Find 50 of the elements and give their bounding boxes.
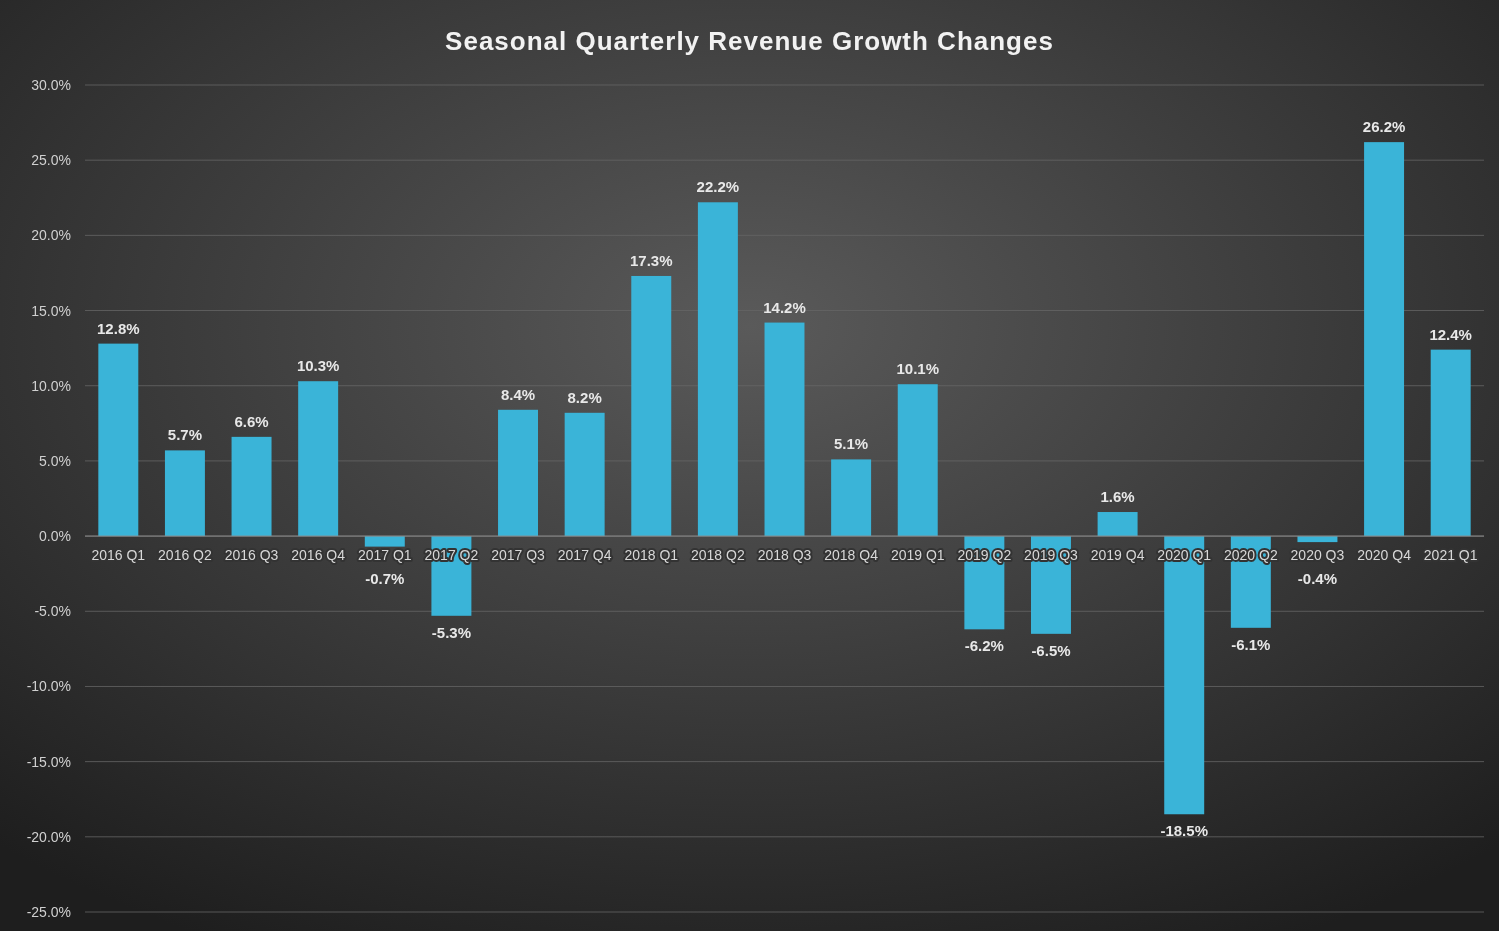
data-label: 5.1% bbox=[834, 435, 869, 453]
data-label: 22.2% bbox=[696, 178, 740, 196]
y-tick-label: 20.0% bbox=[31, 227, 71, 244]
data-label: -5.3% bbox=[431, 623, 471, 641]
x-tick-label: 2016 Q3 bbox=[224, 547, 279, 564]
x-tick-label: 2017 Q4 bbox=[557, 547, 612, 564]
y-tick-label: 0.0% bbox=[39, 528, 71, 545]
data-label: 26.2% bbox=[1362, 118, 1406, 136]
data-label: 8.2% bbox=[567, 388, 602, 406]
x-tick-label: 2018 Q1 bbox=[624, 547, 679, 564]
data-label: -0.4% bbox=[1297, 570, 1338, 588]
data-label: -0.7% bbox=[365, 570, 405, 588]
data-label: 8.4% bbox=[500, 385, 536, 403]
x-tick-label: 2016 Q1 bbox=[91, 547, 146, 564]
data-label: -6.5% bbox=[1031, 641, 1071, 659]
data-label: 12.8% bbox=[97, 319, 140, 337]
x-tick-label: 2017 Q1 bbox=[357, 547, 412, 564]
x-tick-label: 2020 Q4 bbox=[1357, 547, 1412, 564]
y-tick-label: 10.0% bbox=[31, 377, 71, 394]
y-tick-label: -25.0% bbox=[26, 904, 71, 920]
data-label: 10.3% bbox=[296, 357, 340, 375]
y-tick-label: -5.0% bbox=[34, 603, 71, 620]
data-label: 12.4% bbox=[1429, 325, 1472, 343]
data-label: 17.3% bbox=[629, 251, 673, 269]
y-tick-label: -20.0% bbox=[26, 828, 71, 845]
x-tick-label: 2019 Q4 bbox=[1090, 547, 1145, 564]
data-label: 5.7% bbox=[167, 426, 203, 444]
x-tick-label: 2018 Q4 bbox=[824, 547, 879, 564]
x-tick-label: 2019 Q1 bbox=[890, 547, 945, 564]
data-label: -6.2% bbox=[964, 637, 1004, 655]
y-tick-label: 30.0% bbox=[31, 77, 71, 93]
chart-title: Seasonal Quarterly Revenue Growth Changes bbox=[445, 26, 1054, 56]
x-tick-label: 2016 Q4 bbox=[291, 547, 346, 564]
y-tick-label: 5.0% bbox=[39, 452, 71, 469]
x-tick-label: 2016 Q2 bbox=[158, 547, 212, 564]
y-tick-label: 15.0% bbox=[31, 302, 71, 319]
x-tick-label: 2018 Q3 bbox=[757, 547, 812, 564]
data-label: 10.1% bbox=[896, 360, 940, 378]
x-tick-label: 2021 Q1 bbox=[1423, 547, 1478, 564]
data-label: 14.2% bbox=[763, 298, 806, 316]
x-tick-label: 2018 Q2 bbox=[691, 547, 745, 564]
y-tick-label: -10.0% bbox=[26, 678, 71, 695]
y-tick-label: 25.0% bbox=[31, 152, 71, 169]
data-label: -18.5% bbox=[1160, 822, 1208, 840]
data-label: 6.6% bbox=[234, 412, 269, 430]
data-label: 1.6% bbox=[1100, 488, 1135, 506]
y-tick-label: -15.0% bbox=[26, 753, 71, 770]
data-label: -6.1% bbox=[1231, 635, 1271, 653]
x-tick-label: 2020 Q3 bbox=[1290, 547, 1345, 564]
x-tick-label: 2017 Q3 bbox=[491, 547, 546, 564]
